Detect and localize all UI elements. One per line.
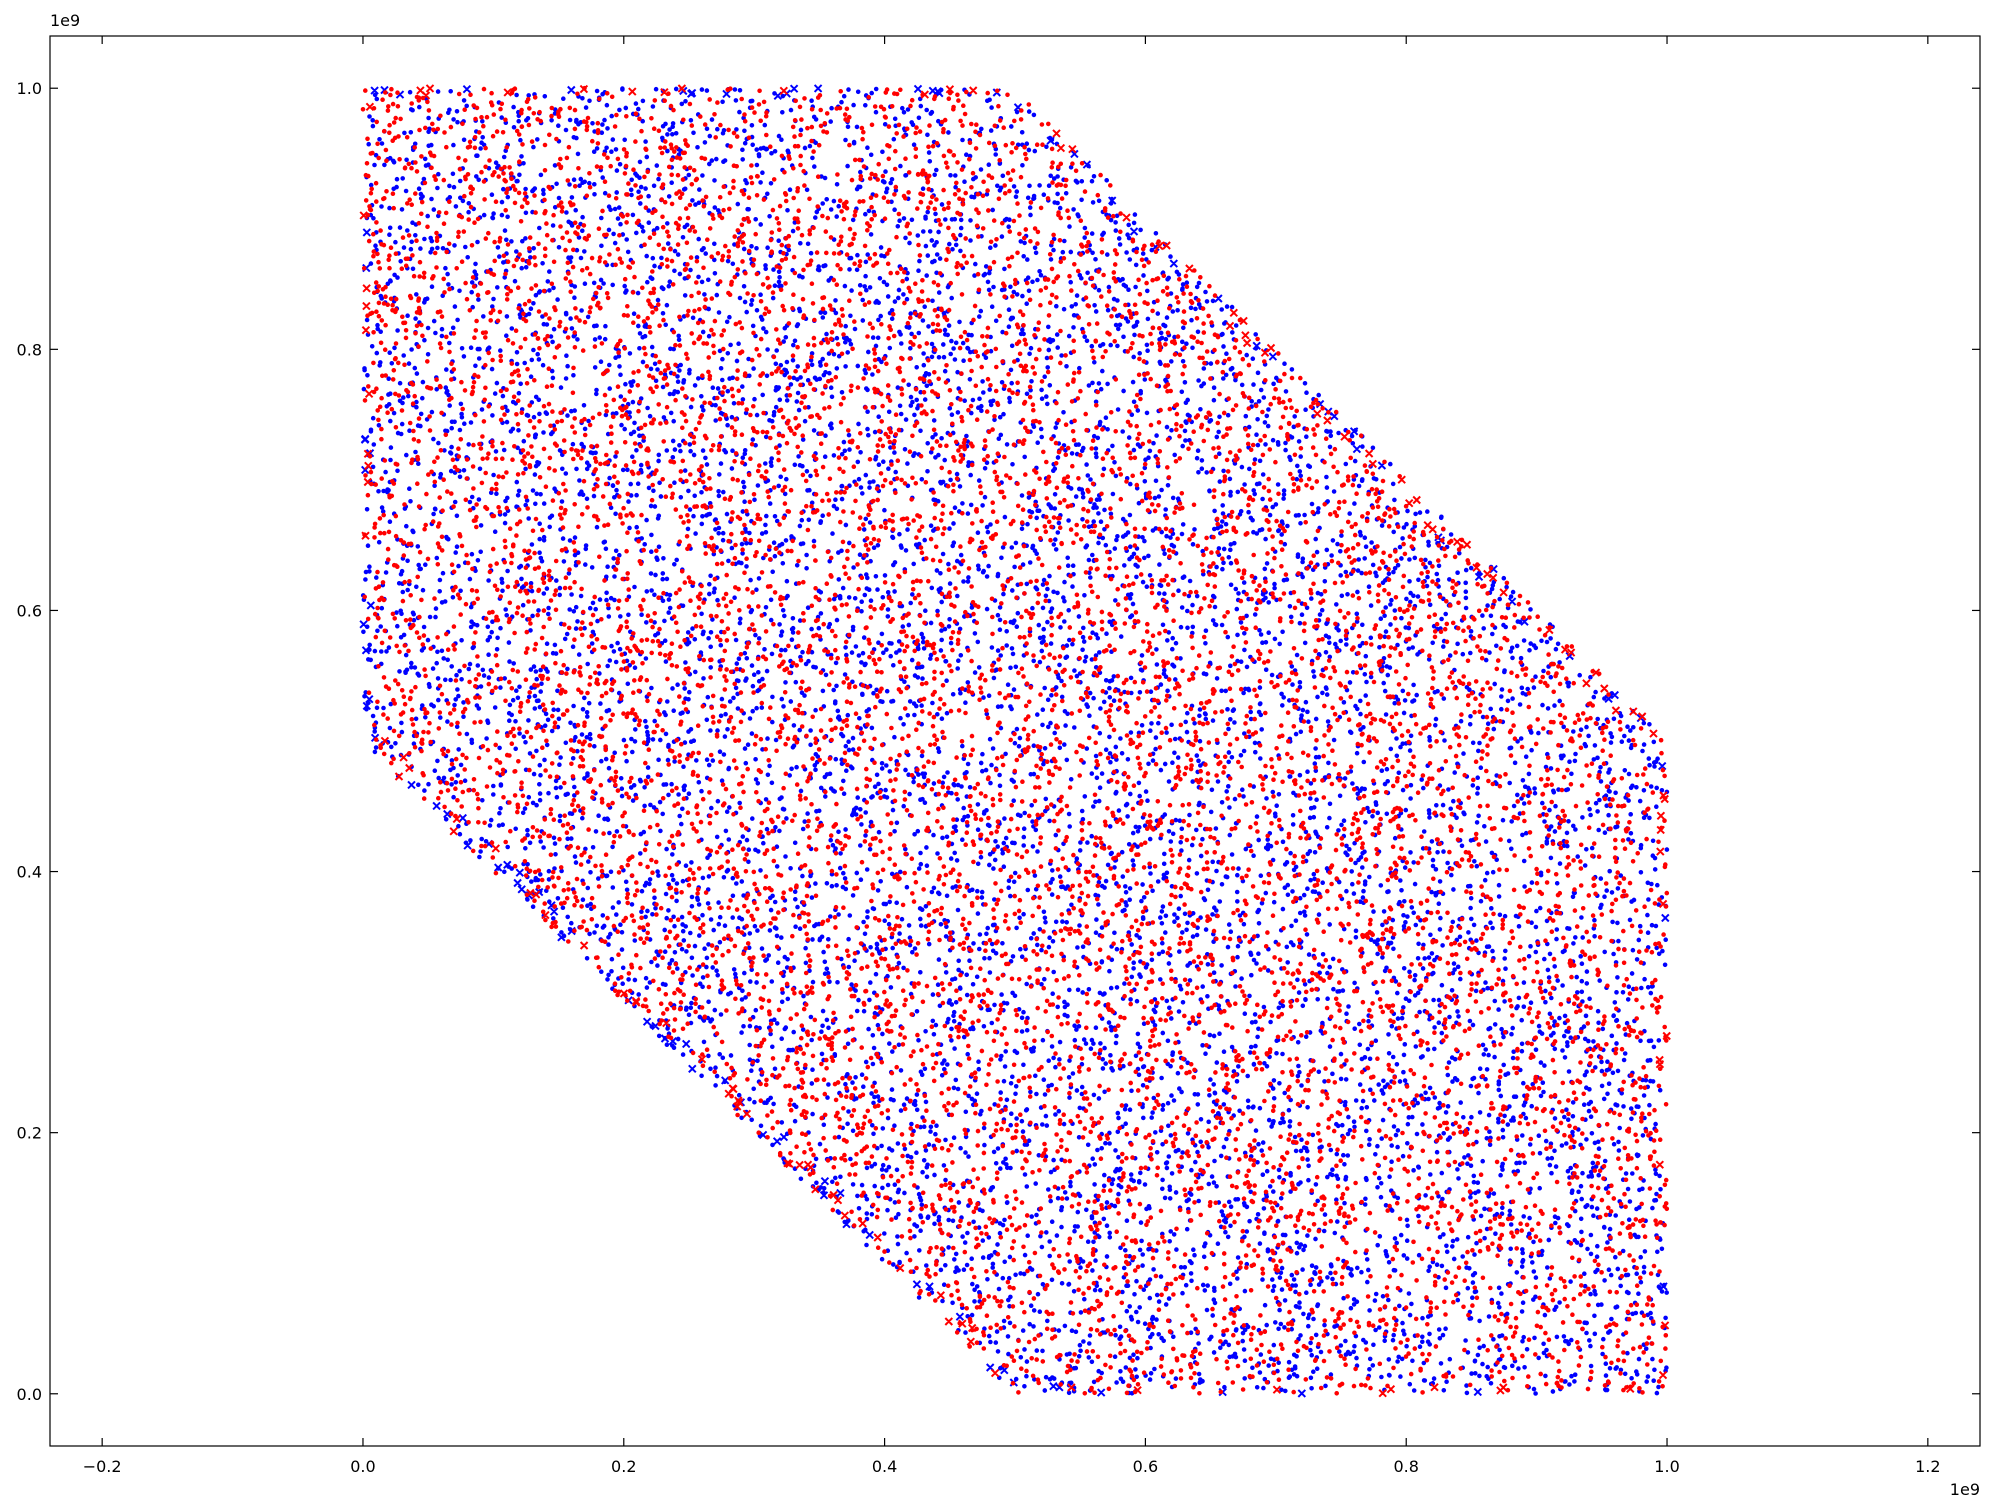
y-axis-offset-label: 1e9 (50, 11, 80, 30)
x-tick-label: 0.0 (350, 1457, 375, 1476)
x-tick-label: 1.2 (1915, 1457, 1940, 1476)
y-tick-label: 0.0 (17, 1385, 42, 1404)
y-tick-label: 0.8 (17, 340, 42, 359)
scatter-series-0-x-markers (359, 84, 1670, 1398)
scatter-points (359, 84, 1671, 1398)
x-tick-label: 0.4 (872, 1457, 897, 1476)
plot-frame (49, 35, 1981, 1447)
x-tick-label: 1.0 (1654, 1457, 1679, 1476)
scatter-series-0-dots (360, 86, 1670, 1396)
y-tick-label: 0.6 (17, 601, 42, 620)
x-axis-offset-label: 1e9 (1950, 1480, 1980, 1499)
y-axis-ticks: 0.0 0.2 0.4 0.6 0.8 1.0 (17, 79, 1980, 1404)
y-tick-label: 1.0 (17, 79, 42, 98)
x-axis-ticks: −0.2 0.0 0.2 0.4 0.6 0.8 1.0 1.2 (83, 36, 1941, 1476)
scatter-series-1-dots (360, 85, 1670, 1396)
x-tick-label: 0.8 (1393, 1457, 1418, 1476)
x-tick-label: 0.2 (611, 1457, 636, 1476)
y-tick-label: 0.4 (17, 863, 42, 882)
x-tick-label: −0.2 (83, 1457, 122, 1476)
scatter-series-1-x-markers (359, 84, 1671, 1398)
x-tick-label: 0.6 (1133, 1457, 1158, 1476)
y-tick-label: 0.2 (17, 1124, 42, 1143)
